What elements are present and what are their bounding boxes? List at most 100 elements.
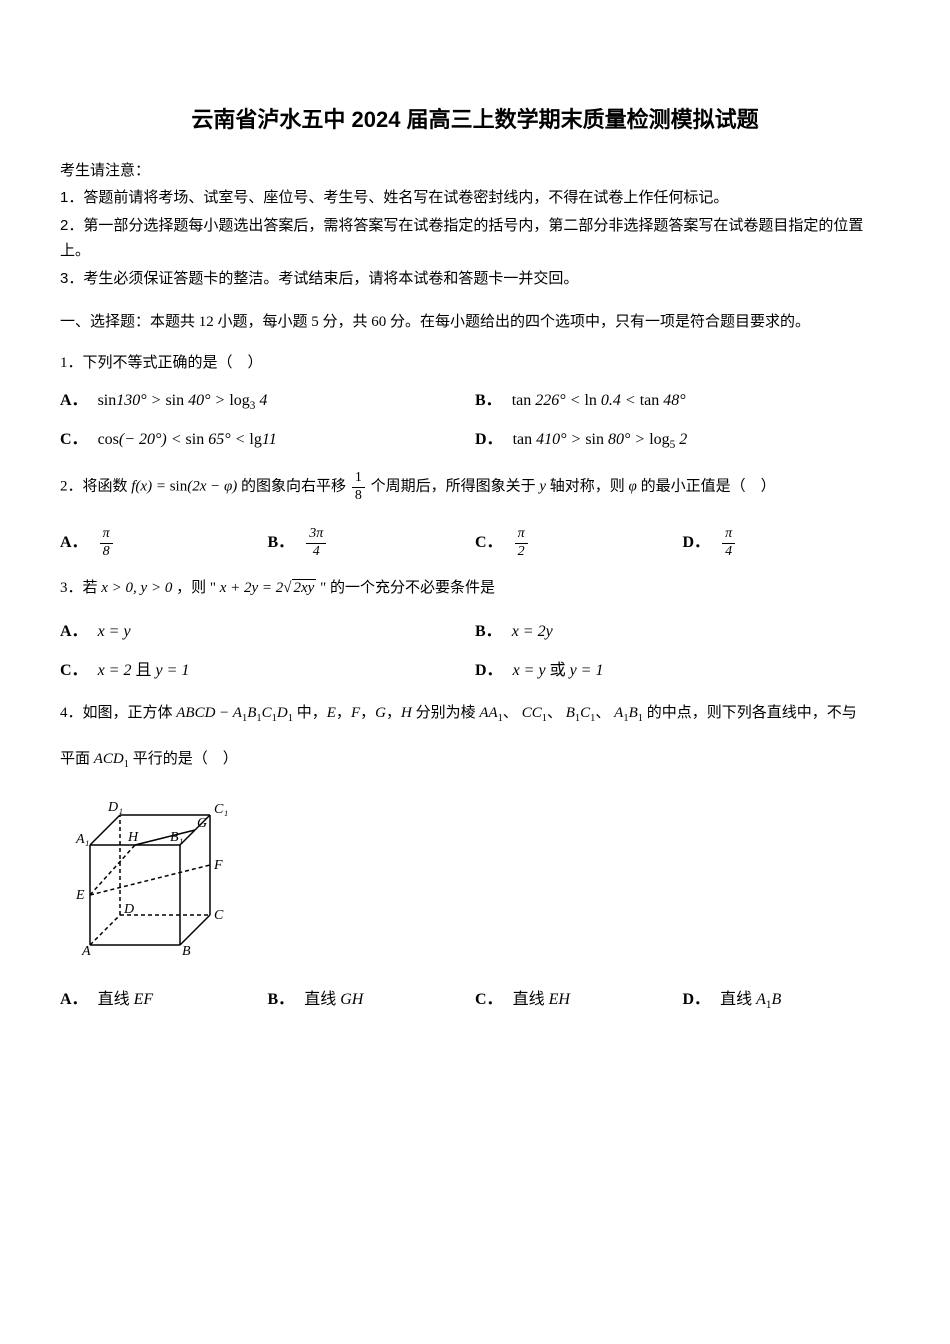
q4-a-pre: 直线: [98, 991, 134, 1008]
q1-option-a: A． sin130° > sin 40° > log3 4: [60, 387, 475, 416]
q4-mid2: 的中点，则下列各直线中，不与: [647, 705, 857, 721]
q4-e1: AA1: [479, 705, 503, 721]
q4-plane-pre: 平面: [60, 751, 94, 767]
q4-options: A． 直线 EF B． 直线 GH C． 直线 EH D． 直线 A1B: [60, 986, 890, 1015]
q4-option-c: C． 直线 EH: [475, 986, 683, 1015]
option-label-d: D．: [475, 431, 503, 448]
q4-b-math: GH: [340, 991, 363, 1008]
q4-d-pre: 直线: [720, 991, 756, 1008]
svg-text:D: D: [123, 902, 134, 917]
svg-text:B₁: B₁: [170, 830, 183, 845]
question-2: 2．将函数 f(x) = sin(2x − φ) 的图象向右平移 1 8 个周期…: [60, 470, 890, 561]
q2-option-b: B． 3π 4: [268, 526, 476, 561]
q4-e3: B1C1: [566, 705, 596, 721]
q3-options-row2: C． x = 2 且 y = 1 D． x = y 或 y = 1: [60, 657, 890, 686]
q1-option-b: B． tan 226° < ln 0.4 < tan 48°: [475, 387, 890, 416]
q3-eq: x + 2y = 2√2xy: [220, 580, 317, 596]
q4-a-math: EF: [134, 991, 154, 1008]
question-4: 4．如图，正方体 ABCD − A1B1C1D1 中，E，F，G，H 分别为棱 …: [60, 700, 890, 1016]
q4-option-d: D． 直线 A1B: [683, 986, 891, 1015]
q4-e4: A1B1: [614, 705, 643, 721]
q3-mid: ，则 ": [176, 580, 220, 596]
q3-d1: x = y: [513, 662, 546, 679]
option-label-d: D．: [475, 662, 503, 679]
question-3: 3．若 x > 0, y > 0 ，则 " x + 2y = 2√2xy " 的…: [60, 575, 890, 686]
q2-post: 个周期后，所得图象关于 y 轴对称，则 φ 的最小正值是（ ）: [371, 479, 776, 495]
q4-c-pre: 直线: [513, 991, 549, 1008]
cube-figure: A B C D A₁ B₁ C₁ D₁ E F G H: [70, 785, 890, 966]
option-label-b: B．: [475, 623, 502, 640]
q2-option-a: A． π 8: [60, 526, 268, 561]
q1-option-d: D． tan 410° > sin 80° > log5 2: [475, 426, 890, 455]
q1-options-row2: C． cos(− 20°) < sin 65° < lg11 D． tan 41…: [60, 426, 890, 455]
instruction-1: 1．答题前请将考场、试室号、座位号、考生号、姓名写在试卷密封线内，不得在试卷上作…: [60, 185, 890, 211]
q4-plane-post: 平行的是（ ）: [133, 751, 238, 767]
q4-b-pre: 直线: [304, 991, 340, 1008]
svg-text:B: B: [182, 944, 191, 955]
instructions-head: 考生请注意：: [60, 158, 890, 184]
q4-mid1: 中，E，F，G，H 分别为棱: [297, 705, 480, 721]
q3-text: 3．若 x > 0, y > 0 ，则 " x + 2y = 2√2xy " 的…: [60, 575, 890, 602]
option-label-b: B．: [475, 392, 502, 409]
q4-cube: ABCD − A1B1C1D1: [176, 705, 293, 721]
q4-pre: 4．如图，正方体: [60, 705, 176, 721]
option-label-c: C．: [475, 534, 503, 551]
option-label-b: B．: [268, 534, 295, 551]
q1-b-math: tan 226° < ln 0.4 < tan 48°: [512, 392, 686, 409]
svg-text:C: C: [214, 908, 224, 923]
option-label-c: C．: [60, 662, 88, 679]
q3-options-row1: A． x = y B． x = 2y: [60, 618, 890, 647]
exam-title: 云南省泸水五中 2024 届高三上数学期末质量检测模拟试题: [60, 100, 890, 140]
q3-option-a: A． x = y: [60, 618, 475, 647]
svg-text:F: F: [213, 858, 223, 873]
q2-d-num: π: [722, 526, 735, 544]
q3-pre: 3．若: [60, 580, 101, 596]
q2-b-num: 3π: [306, 526, 326, 544]
q4-d-math: A1B: [756, 991, 781, 1008]
svg-text:A₁: A₁: [75, 832, 89, 847]
q3-b-math: x = 2y: [512, 623, 553, 640]
option-label-a: A．: [60, 991, 88, 1008]
q1-options-row1: A． sin130° > sin 40° > log3 4 B． tan 226…: [60, 387, 890, 416]
option-label-a: A．: [60, 623, 88, 640]
svg-text:A: A: [81, 944, 91, 955]
q2-option-d: D． π 4: [683, 526, 891, 561]
section-heading: 一、选择题：本题共 12 小题，每小题 5 分，共 60 分。在每小题给出的四个…: [60, 309, 890, 336]
option-label-b: B．: [268, 991, 295, 1008]
q2-frac-den: 8: [352, 488, 365, 505]
option-label-a: A．: [60, 534, 88, 551]
q2-b-den: 4: [306, 544, 326, 561]
q3-post: " 的一个充分不必要条件是: [320, 580, 495, 596]
q1-option-c: C． cos(− 20°) < sin 65° < lg11: [60, 426, 475, 455]
svg-text:C₁: C₁: [214, 802, 228, 817]
instruction-2: 2．第一部分选择题每小题选出答案后，需将答案写在试卷指定的括号内，第二部分非选择…: [60, 213, 890, 264]
q1-a-math: sin130° > sin 40° > log3 4: [98, 392, 268, 409]
q1-d-math: tan 410° > sin 80° > log5 2: [513, 431, 688, 448]
q1-text: 1．下列不等式正确的是（ ）: [60, 350, 890, 377]
q2-c-num: π: [515, 526, 528, 544]
q3-option-b: B． x = 2y: [475, 618, 890, 647]
q2-d-den: 4: [722, 544, 735, 561]
q3-option-d: D． x = y 或 y = 1: [475, 657, 890, 686]
q2-options: A． π 8 B． 3π 4 C． π 2 D． π 4: [60, 526, 890, 561]
q3-d-or: 或: [550, 662, 570, 679]
svg-text:G: G: [197, 816, 207, 831]
q2-c-den: 2: [515, 544, 528, 561]
question-1: 1．下列不等式正确的是（ ） A． sin130° > sin 40° > lo…: [60, 350, 890, 456]
q4-option-a: A． 直线 EF: [60, 986, 268, 1015]
cube-svg: A B C D A₁ B₁ C₁ D₁ E F G H: [70, 785, 230, 955]
q4-c-math: EH: [549, 991, 570, 1008]
q2-pre: 2．将函数: [60, 479, 131, 495]
q3-cond: x > 0, y > 0: [101, 580, 172, 596]
q4-e2: CC1: [522, 705, 547, 721]
option-label-c: C．: [475, 991, 503, 1008]
svg-text:H: H: [127, 830, 139, 845]
q2-text: 2．将函数 f(x) = sin(2x − φ) 的图象向右平移 1 8 个周期…: [60, 470, 890, 505]
q2-f: f(x) = sin(2x − φ): [131, 479, 237, 495]
q4-plane: ACD1: [94, 751, 129, 767]
q3-a-math: x = y: [98, 623, 131, 640]
q2-a-den: 8: [100, 544, 113, 561]
option-label-d: D．: [683, 534, 711, 551]
instruction-3: 3．考生必须保证答题卡的整洁。考试结束后，请将本试卷和答题卡一并交回。: [60, 266, 890, 292]
q4-option-b: B． 直线 GH: [268, 986, 476, 1015]
